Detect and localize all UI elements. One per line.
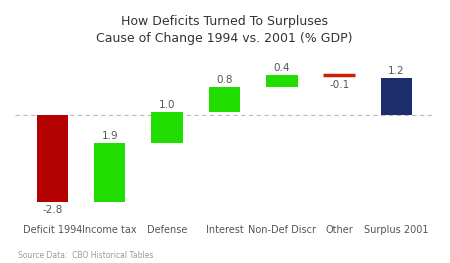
Bar xyxy=(381,78,412,115)
Bar xyxy=(209,87,240,112)
Bar xyxy=(266,75,297,87)
Text: -2.8: -2.8 xyxy=(42,205,63,215)
Text: 0.4: 0.4 xyxy=(274,63,290,73)
Text: 1.2: 1.2 xyxy=(388,66,405,76)
Text: 0.8: 0.8 xyxy=(216,75,233,85)
Text: -0.1: -0.1 xyxy=(329,80,349,90)
Text: 1.0: 1.0 xyxy=(159,100,176,110)
Text: Source Data:  CBO Historical Tables: Source Data: CBO Historical Tables xyxy=(18,251,153,260)
Bar xyxy=(151,112,183,143)
Text: 1.9: 1.9 xyxy=(101,132,118,141)
Bar xyxy=(94,143,126,202)
Bar xyxy=(36,115,68,202)
Title: How Deficits Turned To Surpluses
Cause of Change 1994 vs. 2001 (% GDP): How Deficits Turned To Surpluses Cause o… xyxy=(96,15,353,45)
